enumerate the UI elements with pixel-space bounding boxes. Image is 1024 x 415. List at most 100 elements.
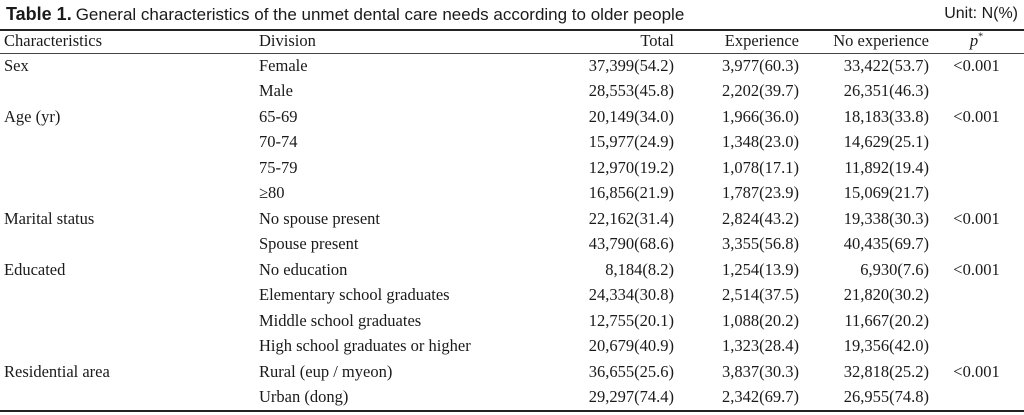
table-bottom-rule bbox=[0, 410, 1024, 412]
cell-characteristic bbox=[0, 155, 259, 181]
cell-p-value bbox=[929, 130, 1024, 156]
cell-total: 8,184(8.2) bbox=[605, 259, 674, 279]
cell-no-experience: 14,629(25.1) bbox=[843, 132, 929, 152]
table-row: Marital status No spouse present 22,162(31… bbox=[0, 206, 1024, 232]
cell-p-value bbox=[929, 232, 1024, 258]
cell-no-experience: 19,356(42.0) bbox=[843, 336, 929, 356]
cell-characteristic: Sex bbox=[4, 55, 29, 75]
cell-p-value bbox=[929, 181, 1024, 207]
cell-division: Male bbox=[259, 81, 293, 101]
cell-p-value bbox=[929, 155, 1024, 181]
cell-p-value: <0.001 bbox=[953, 361, 1000, 381]
cell-no-experience: 11,892(19.4) bbox=[844, 157, 929, 177]
table-row: Age (yr) 65-69 20,149(34.0) 1,966(36.0) 18,1… bbox=[0, 104, 1024, 130]
cell-total: 24,334(30.8) bbox=[588, 285, 674, 305]
caption-label: Table 1. bbox=[6, 4, 72, 24]
cell-total: 20,149(34.0) bbox=[588, 106, 674, 126]
cell-total: 37,399(54.2) bbox=[588, 55, 674, 75]
cell-p-value bbox=[929, 283, 1024, 309]
cell-division: 70-74 bbox=[259, 132, 298, 152]
cell-experience: 2,202(39.7) bbox=[722, 81, 799, 101]
cell-p-value bbox=[929, 308, 1024, 334]
cell-characteristic bbox=[0, 308, 259, 334]
cell-division: 65-69 bbox=[259, 106, 298, 126]
cell-characteristic: Age (yr) bbox=[4, 106, 61, 126]
cell-characteristic bbox=[0, 130, 259, 156]
table-row: Male 28,553(45.8) 2,202(39.7) 26,351(46.3) bbox=[0, 79, 1024, 105]
cell-total: 15,977(24.9) bbox=[588, 132, 674, 152]
cell-total: 22,162(31.4) bbox=[588, 208, 674, 228]
header-p-value: p* bbox=[929, 29, 1024, 53]
cell-characteristic: Educated bbox=[4, 259, 66, 279]
table-row: Middle school graduates 12,755(20.1) 1,088… bbox=[0, 308, 1024, 334]
cell-no-experience: 32,818(25.2) bbox=[843, 361, 929, 381]
cell-no-experience: 21,820(30.2) bbox=[843, 285, 929, 305]
cell-experience: 3,977(60.3) bbox=[722, 55, 799, 75]
cell-p-value: <0.001 bbox=[953, 259, 1000, 279]
cell-characteristic: Residential area bbox=[4, 361, 110, 381]
cell-characteristic bbox=[0, 334, 259, 360]
cell-experience: 1,787(23.9) bbox=[722, 183, 799, 203]
cell-no-experience: 11,667(20.2) bbox=[844, 310, 929, 330]
cell-total: 16,856(21.9) bbox=[588, 183, 674, 203]
unit-label: Unit: N(%) bbox=[944, 5, 1018, 22]
cell-division: Spouse present bbox=[259, 234, 359, 254]
cell-no-experience: 40,435(69.7) bbox=[843, 234, 929, 254]
cell-total: 36,655(25.6) bbox=[588, 361, 674, 381]
cell-experience: 1,348(23.0) bbox=[722, 132, 799, 152]
cell-experience: 2,824(43.2) bbox=[722, 208, 799, 228]
cell-no-experience: 26,351(46.3) bbox=[843, 81, 929, 101]
cell-division: Female bbox=[259, 55, 308, 75]
cell-characteristic bbox=[0, 385, 259, 411]
table-body: Sex Female 37,399(54.2) 3,977(60.3) 33,422(5… bbox=[0, 53, 1024, 410]
table-row: ≥80 16,856(21.9) 1,787(23.9) 15,069(21.7) bbox=[0, 181, 1024, 207]
cell-no-experience: 19,338(30.3) bbox=[843, 208, 929, 228]
table-row: Sex Female 37,399(54.2) 3,977(60.3) 33,422(5… bbox=[0, 53, 1024, 79]
characteristics-table: Characteristics Division Total Experienc… bbox=[0, 29, 1024, 410]
cell-p-value bbox=[929, 334, 1024, 360]
cell-characteristic bbox=[0, 79, 259, 105]
cell-experience: 1,323(28.4) bbox=[722, 336, 799, 356]
table-row: Residential area Rural (eup / myeon) 36,65… bbox=[0, 359, 1024, 385]
cell-division: Urban (dong) bbox=[259, 387, 349, 407]
p-footnote-mark: * bbox=[978, 31, 984, 43]
table-caption: Table 1. General characteristics of the … bbox=[6, 1, 1018, 27]
cell-division: Elementary school graduates bbox=[259, 285, 450, 305]
caption-text: General characteristics of the unmet den… bbox=[75, 5, 685, 24]
header-total: Total bbox=[640, 31, 674, 50]
cell-no-experience: 18,183(33.8) bbox=[843, 106, 929, 126]
cell-experience: 1,078(17.1) bbox=[722, 157, 799, 177]
cell-total: 12,755(20.1) bbox=[588, 310, 674, 330]
cell-p-value bbox=[929, 79, 1024, 105]
cell-experience: 3,837(30.3) bbox=[722, 361, 799, 381]
caption-title: Table 1. General characteristics of the … bbox=[6, 4, 684, 25]
cell-characteristic bbox=[0, 181, 259, 207]
header-characteristics: Characteristics bbox=[4, 31, 103, 50]
cell-division: High school graduates or higher bbox=[259, 336, 471, 356]
table-top-rule bbox=[0, 29, 1024, 31]
p-symbol: p bbox=[969, 31, 979, 50]
cell-division: No education bbox=[259, 259, 348, 279]
header-experience: Experience bbox=[724, 31, 799, 50]
cell-p-value: <0.001 bbox=[953, 55, 1000, 75]
table-row: Elementary school graduates 24,334(30.8) 2… bbox=[0, 283, 1024, 309]
cell-no-experience: 6,930(7.6) bbox=[860, 259, 929, 279]
cell-total: 12,970(19.2) bbox=[588, 157, 674, 177]
cell-total: 28,553(45.8) bbox=[588, 81, 674, 101]
header-rule bbox=[0, 53, 1024, 54]
cell-no-experience: 26,955(74.8) bbox=[843, 387, 929, 407]
cell-no-experience: 33,422(53.7) bbox=[843, 55, 929, 75]
cell-characteristic: Marital status bbox=[4, 208, 95, 228]
cell-no-experience: 15,069(21.7) bbox=[843, 183, 929, 203]
header-no-experience: No experience bbox=[833, 31, 929, 50]
table-row: Educated No education 8,184(8.2) 1,254(13.9… bbox=[0, 257, 1024, 283]
cell-division: Middle school graduates bbox=[259, 310, 422, 330]
cell-division: 75-79 bbox=[259, 157, 298, 177]
cell-total: 20,679(40.9) bbox=[588, 336, 674, 356]
cell-division: Rural (eup / myeon) bbox=[259, 361, 393, 381]
header-division: Division bbox=[259, 31, 316, 50]
cell-p-value: <0.001 bbox=[953, 106, 1000, 126]
table-row: Spouse present 43,790(68.6) 3,355(56.8) 40,… bbox=[0, 232, 1024, 258]
cell-p-value bbox=[929, 385, 1024, 411]
table-row: 70-74 15,977(24.9) 1,348(23.0) 14,629(25.1) bbox=[0, 130, 1024, 156]
